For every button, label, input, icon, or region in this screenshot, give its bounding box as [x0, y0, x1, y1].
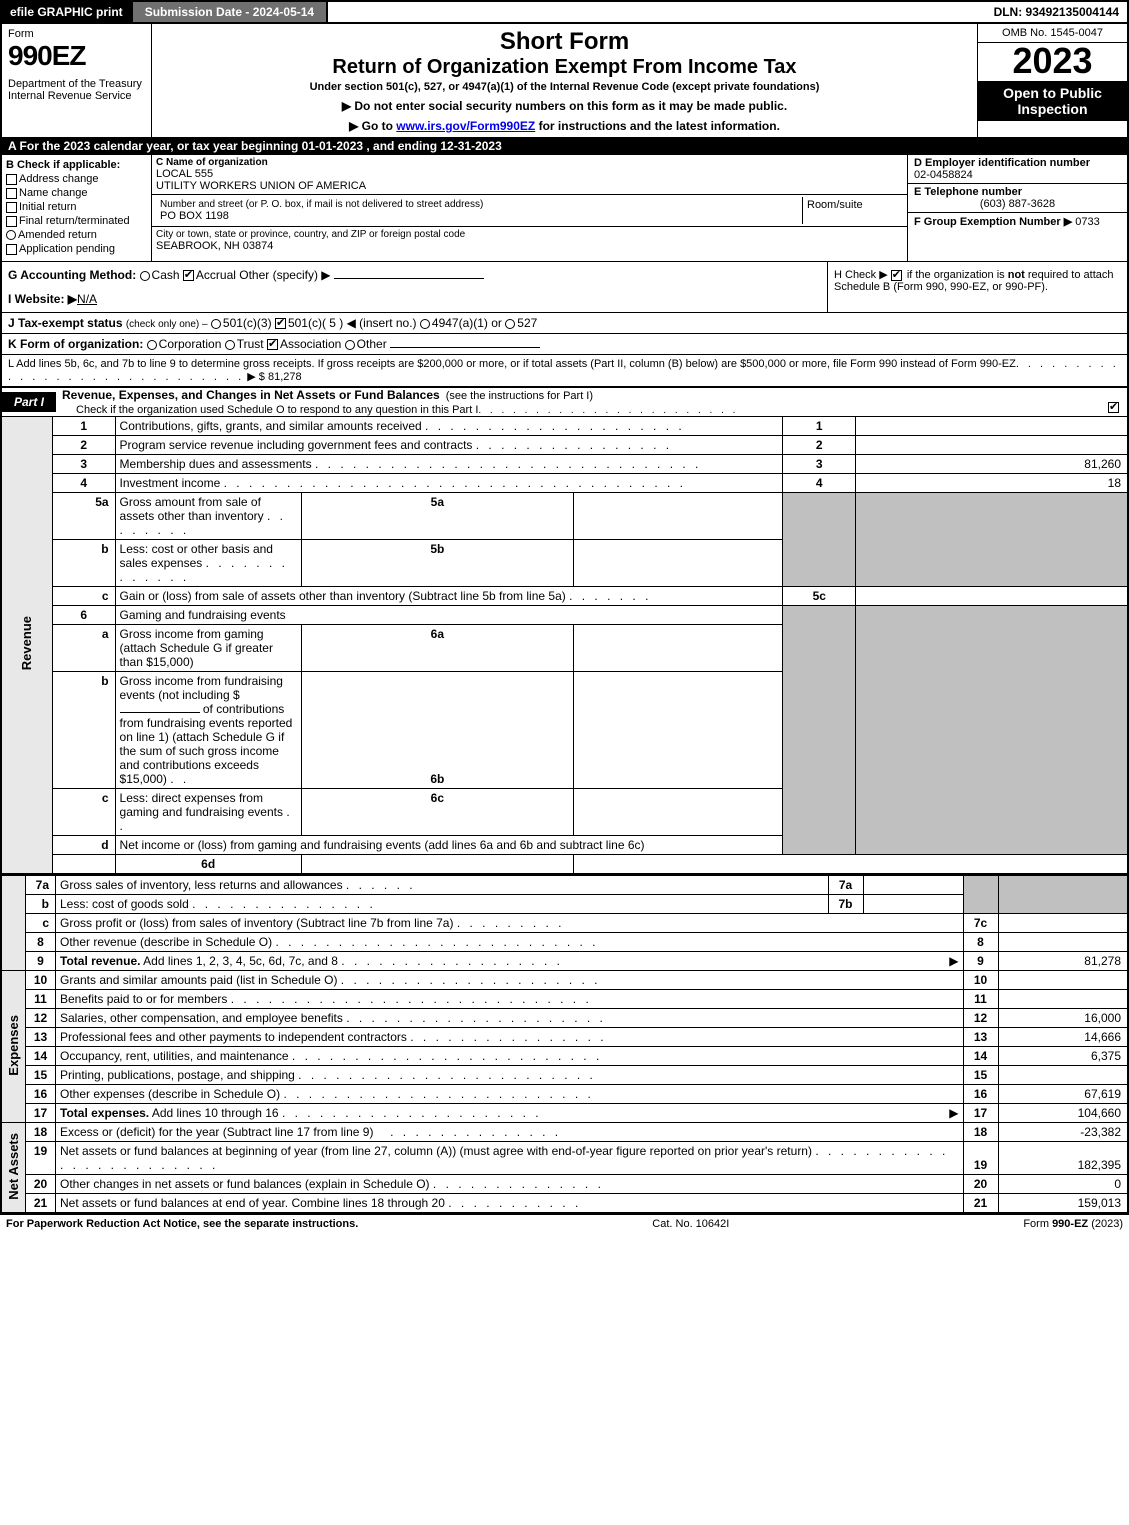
- subtitle: Under section 501(c), 527, or 4947(a)(1)…: [156, 81, 973, 93]
- g-left: G Accounting Method: Cash Accrual Other …: [2, 262, 827, 312]
- section-b-c-d: B Check if applicable: Address change Na…: [0, 155, 1129, 261]
- chk-amended[interactable]: Amended return: [6, 229, 147, 241]
- org-name-row: C Name of organization LOCAL 555 UTILITY…: [152, 155, 907, 195]
- line-6d-r: 6d: [1, 855, 1128, 875]
- line-8: 8Other revenue (describe in Schedule O) …: [1, 933, 1128, 952]
- line-7a: Revenue 7aGross sales of inventory, less…: [1, 876, 1128, 895]
- page-footer: For Paperwork Reduction Act Notice, see …: [0, 1214, 1129, 1233]
- title-1: Short Form: [156, 28, 973, 56]
- note-1: ▶ Do not enter social security numbers o…: [156, 99, 973, 113]
- org-city: SEABROOK, NH 03874: [156, 240, 903, 252]
- telephone: (603) 887-3628: [914, 198, 1121, 210]
- line-5a: 5aGross amount from sale of assets other…: [1, 493, 1128, 540]
- chk-name[interactable]: Name change: [6, 187, 147, 199]
- part-1-table-cont: Revenue 7aGross sales of inventory, less…: [0, 875, 1129, 1214]
- header-left: Form 990EZ Department of the Treasury In…: [2, 24, 152, 137]
- city-row: City or town, state or province, country…: [152, 227, 907, 254]
- row-a: A For the 2023 calendar year, or tax yea…: [0, 137, 1129, 155]
- side-expenses: Expenses: [6, 1015, 21, 1076]
- line-13: 13Professional fees and other payments t…: [1, 1028, 1128, 1047]
- line-19: 19Net assets or fund balances at beginni…: [1, 1142, 1128, 1175]
- line-5c: cGain or (loss) from sale of assets othe…: [1, 587, 1128, 606]
- radio-trust[interactable]: [225, 340, 235, 350]
- line-11: 11Benefits paid to or for members . . . …: [1, 990, 1128, 1009]
- row-l: L Add lines 5b, 6c, and 7b to line 9 to …: [0, 354, 1129, 386]
- line-6: 6Gaming and fundraising events: [1, 606, 1128, 625]
- form-header: Form 990EZ Department of the Treasury In…: [0, 22, 1129, 137]
- open-inspection: Open to Public Inspection: [978, 81, 1127, 121]
- chk-address[interactable]: Address change: [6, 173, 147, 185]
- chk-final[interactable]: Final return/terminated: [6, 215, 147, 227]
- irs-link[interactable]: www.irs.gov/Form990EZ: [396, 119, 535, 133]
- line-15: 15Printing, publications, postage, and s…: [1, 1066, 1128, 1085]
- line-9: 9Total revenue. Add lines 1, 2, 3, 4, 5c…: [1, 952, 1128, 971]
- top-bar: efile GRAPHIC print Submission Date - 20…: [0, 0, 1129, 22]
- website: N/A: [77, 292, 97, 306]
- col-c: C Name of organization LOCAL 555 UTILITY…: [152, 155, 907, 261]
- title-2: Return of Organization Exempt From Incom…: [156, 56, 973, 79]
- efile-print-button[interactable]: efile GRAPHIC print: [2, 2, 133, 22]
- col-b: B Check if applicable: Address change Na…: [2, 155, 152, 261]
- org-name-1: LOCAL 555: [156, 168, 903, 180]
- line-20: 20Other changes in net assets or fund ba…: [1, 1175, 1128, 1194]
- form-number: 990EZ: [8, 40, 145, 72]
- line-7c: cGross profit or (loss) from sales of in…: [1, 914, 1128, 933]
- radio-corp[interactable]: [147, 340, 157, 350]
- chk-sched-b[interactable]: [891, 270, 902, 281]
- row-j: J Tax-exempt status (check only one) ‒ 5…: [0, 312, 1129, 333]
- submission-date: Submission Date - 2024-05-14: [133, 2, 328, 22]
- form-label: Form: [8, 28, 145, 40]
- row-k: K Form of organization: Corporation Trus…: [0, 333, 1129, 354]
- line-1: Revenue 1Contributions, gifts, grants, a…: [1, 417, 1128, 436]
- radio-assoc[interactable]: [267, 339, 278, 350]
- note-2: ▶ Go to www.irs.gov/Form990EZ for instru…: [156, 119, 973, 133]
- cat-no: Cat. No. 10642I: [652, 1218, 729, 1230]
- header-right: OMB No. 1545-0047 2023 Open to Public In…: [977, 24, 1127, 137]
- chk-pending[interactable]: Application pending: [6, 243, 147, 255]
- paperwork-notice: For Paperwork Reduction Act Notice, see …: [6, 1218, 358, 1230]
- radio-501c3[interactable]: [211, 319, 221, 329]
- line-7b: bLess: cost of goods sold . . . . . . . …: [1, 895, 1128, 914]
- radio-4947[interactable]: [420, 319, 430, 329]
- line-21: 21Net assets or fund balances at end of …: [1, 1194, 1128, 1214]
- gross-receipts: $ 81,278: [259, 371, 319, 383]
- dept-label: Department of the Treasury Internal Reve…: [8, 78, 145, 102]
- line-12: 12Salaries, other compensation, and empl…: [1, 1009, 1128, 1028]
- ein: 02-0458824: [914, 169, 1121, 181]
- side-revenue: Revenue: [19, 616, 34, 670]
- col-d: D Employer identification number 02-0458…: [907, 155, 1127, 261]
- chk-initial[interactable]: Initial return: [6, 201, 147, 213]
- group-exemption: 0733: [1075, 216, 1099, 228]
- addr-row: Number and street (or P. O. box, if mail…: [152, 195, 907, 227]
- header-center: Short Form Return of Organization Exempt…: [152, 24, 977, 137]
- line-3: 3Membership dues and assessments . . . .…: [1, 455, 1128, 474]
- radio-accrual[interactable]: [183, 270, 194, 281]
- b-label: B Check if applicable:: [6, 159, 147, 171]
- form-ref: Form 990-EZ (2023): [1023, 1218, 1123, 1230]
- chk-schedule-o[interactable]: [1108, 402, 1119, 413]
- h-box: H Check ▶ if the organization is not req…: [827, 262, 1127, 312]
- part-1-header: Part I Revenue, Expenses, and Changes in…: [0, 386, 1129, 416]
- section-g-h: G Accounting Method: Cash Accrual Other …: [0, 261, 1129, 312]
- line-2: 2Program service revenue including gover…: [1, 436, 1128, 455]
- radio-501c[interactable]: [275, 318, 286, 329]
- dln: DLN: 93492135004144: [986, 2, 1127, 22]
- org-address: PO BOX 1198: [160, 210, 798, 222]
- line-16: 16Other expenses (describe in Schedule O…: [1, 1085, 1128, 1104]
- radio-cash[interactable]: [140, 271, 150, 281]
- tax-year: 2023: [978, 43, 1127, 79]
- radio-other[interactable]: [345, 340, 355, 350]
- line-4: 4Investment income . . . . . . . . . . .…: [1, 474, 1128, 493]
- room-suite: Room/suite: [803, 197, 903, 224]
- line-17: 17Total expenses. Add lines 10 through 1…: [1, 1104, 1128, 1123]
- line-18: Net Assets 18Excess or (deficit) for the…: [1, 1123, 1128, 1142]
- part-1-table: Revenue 1Contributions, gifts, grants, a…: [0, 416, 1129, 875]
- radio-527[interactable]: [505, 319, 515, 329]
- line-10: Expenses 10Grants and similar amounts pa…: [1, 971, 1128, 990]
- side-net-assets: Net Assets: [6, 1133, 21, 1200]
- line-14: 14Occupancy, rent, utilities, and mainte…: [1, 1047, 1128, 1066]
- org-name-2: UTILITY WORKERS UNION OF AMERICA: [156, 180, 903, 192]
